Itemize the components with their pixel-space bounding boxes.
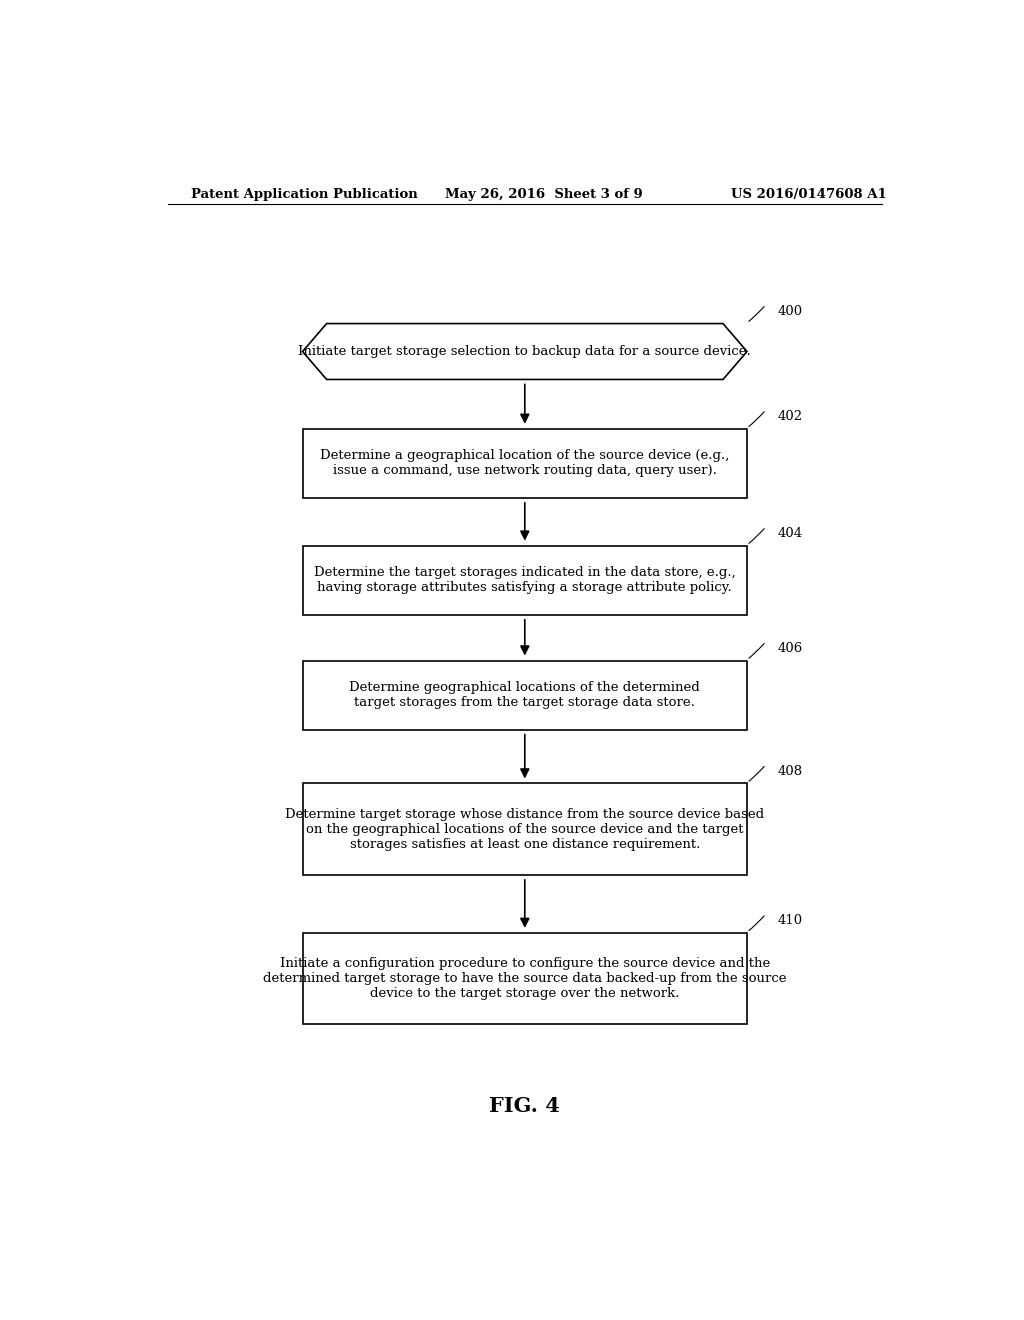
Text: 406: 406 [777, 642, 803, 655]
Text: Initiate a configuration procedure to configure the source device and the
determ: Initiate a configuration procedure to co… [263, 957, 786, 1001]
Text: FIG. 4: FIG. 4 [489, 1096, 560, 1115]
Text: 400: 400 [777, 305, 802, 318]
Polygon shape [303, 323, 748, 379]
Text: May 26, 2016  Sheet 3 of 9: May 26, 2016 Sheet 3 of 9 [445, 189, 643, 202]
Text: Patent Application Publication: Patent Application Publication [191, 189, 418, 202]
Bar [303, 784, 748, 875]
Text: 408: 408 [777, 764, 802, 777]
Text: Determine geographical locations of the determined
target storages from the targ: Determine geographical locations of the … [349, 681, 700, 709]
Bar [303, 660, 748, 730]
Text: 404: 404 [777, 527, 802, 540]
Text: 410: 410 [777, 915, 802, 927]
Text: US 2016/0147608 A1: US 2016/0147608 A1 [731, 189, 887, 202]
Text: Determine the target storages indicated in the data store, e.g.,
having storage : Determine the target storages indicated … [314, 566, 735, 594]
Bar [303, 545, 748, 615]
Text: Initiate target storage selection to backup data for a source device.: Initiate target storage selection to bac… [298, 345, 752, 358]
Text: Determine a geographical location of the source device (e.g.,
issue a command, u: Determine a geographical location of the… [321, 449, 729, 478]
Text: 402: 402 [777, 411, 802, 424]
Text: Determine target storage whose distance from the source device based
on the geog: Determine target storage whose distance … [286, 808, 764, 850]
Bar [303, 933, 748, 1024]
Bar [303, 429, 748, 498]
